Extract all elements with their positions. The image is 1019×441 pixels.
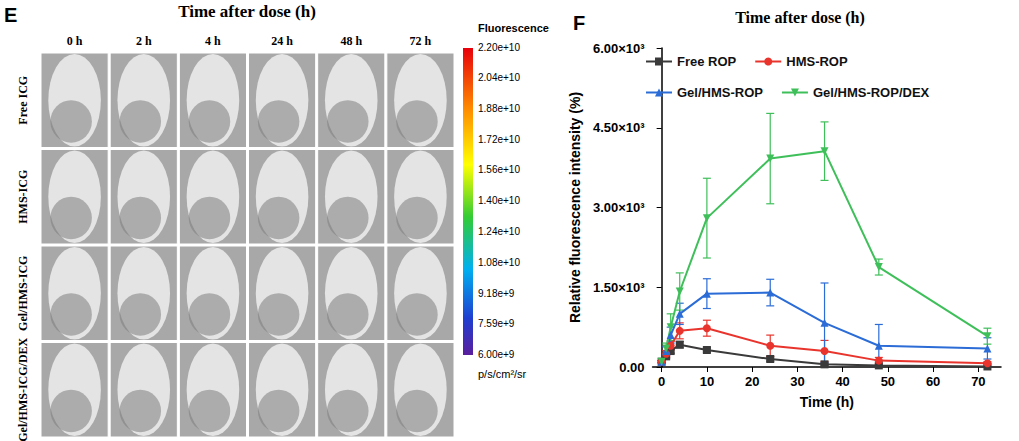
svg-text:6.00e+9: 6.00e+9 xyxy=(478,349,515,360)
svg-text:Time (h): Time (h) xyxy=(800,394,854,410)
svg-text:7.59e+9: 7.59e+9 xyxy=(478,318,515,329)
svg-text:40: 40 xyxy=(835,374,849,389)
svg-text:30: 30 xyxy=(790,374,804,389)
svg-text:2.20e+10: 2.20e+10 xyxy=(478,42,520,53)
svg-text:0: 0 xyxy=(658,374,665,389)
svg-text:6.00×10³: 6.00×10³ xyxy=(593,41,645,56)
svg-text:70: 70 xyxy=(971,374,985,389)
svg-text:F: F xyxy=(573,12,585,34)
svg-text:50: 50 xyxy=(881,374,895,389)
svg-text:HMS-ICG: HMS-ICG xyxy=(16,170,30,224)
svg-text:1.88e+10: 1.88e+10 xyxy=(478,103,520,114)
svg-text:Time after dose (h): Time after dose (h) xyxy=(178,2,316,21)
svg-text:HMS-ROP: HMS-ROP xyxy=(786,54,848,69)
svg-text:0.00: 0.00 xyxy=(619,360,644,375)
svg-text:1.24e+10: 1.24e+10 xyxy=(478,226,520,237)
svg-text:Time after dose (h): Time after dose (h) xyxy=(735,9,865,27)
svg-text:Free ROP: Free ROP xyxy=(677,54,737,69)
svg-text:2.04e+10: 2.04e+10 xyxy=(478,72,520,83)
svg-text:Gel/HMS-ROP/DEX: Gel/HMS-ROP/DEX xyxy=(813,85,930,100)
svg-text:0 h: 0 h xyxy=(67,34,83,48)
svg-text:60: 60 xyxy=(926,374,940,389)
svg-text:72 h: 72 h xyxy=(410,34,432,48)
svg-text:p/s/cm²/sr: p/s/cm²/sr xyxy=(478,368,527,380)
svg-text:1.50×10³: 1.50×10³ xyxy=(593,280,645,295)
svg-text:4 h: 4 h xyxy=(205,34,221,48)
svg-text:3.00×10³: 3.00×10³ xyxy=(593,200,645,215)
svg-text:1.72e+10: 1.72e+10 xyxy=(478,134,520,145)
svg-text:20: 20 xyxy=(745,374,759,389)
svg-text:Gel/HMS-ROP: Gel/HMS-ROP xyxy=(677,85,763,100)
svg-text:Gel/HMS-ICG/DEX: Gel/HMS-ICG/DEX xyxy=(16,337,30,441)
svg-text:1.08e+10: 1.08e+10 xyxy=(478,257,520,268)
svg-text:1.40e+10: 1.40e+10 xyxy=(478,195,520,206)
svg-text:Fluorescence: Fluorescence xyxy=(478,22,549,34)
svg-text:24 h: 24 h xyxy=(271,34,293,48)
svg-text:E: E xyxy=(4,4,17,26)
svg-text:Gel/HMS-ICG: Gel/HMS-ICG xyxy=(16,256,30,331)
svg-text:9.18e+9: 9.18e+9 xyxy=(478,288,515,299)
svg-text:Relative fluorescence intensit: Relative fluorescence intensity (%) xyxy=(567,92,583,323)
svg-text:4.50×10³: 4.50×10³ xyxy=(593,120,645,135)
svg-text:2 h: 2 h xyxy=(136,34,152,48)
svg-text:48 h: 48 h xyxy=(340,34,362,48)
svg-text:10: 10 xyxy=(700,374,714,389)
svg-text:Free ICG: Free ICG xyxy=(16,76,30,125)
svg-text:1.56e+10: 1.56e+10 xyxy=(478,164,520,175)
